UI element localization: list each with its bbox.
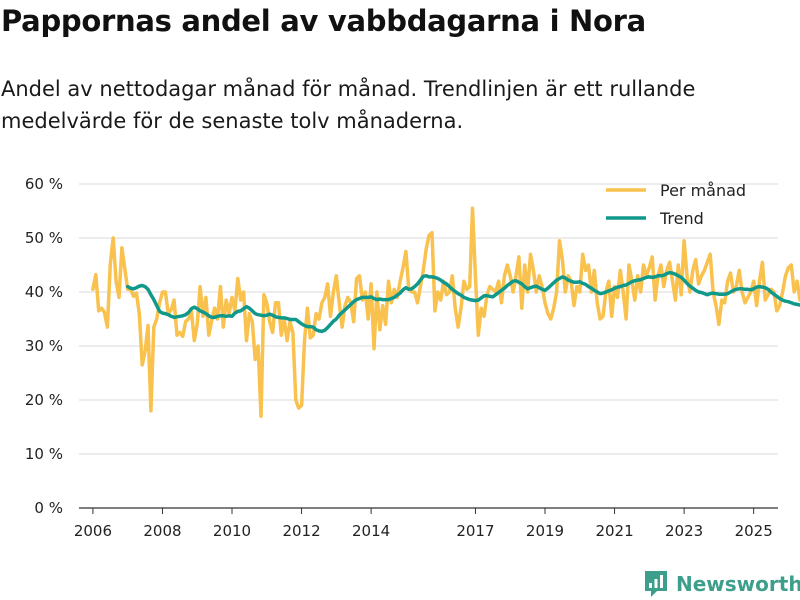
x-tick-label: 2017 (456, 522, 494, 540)
y-tick-label: 10 % (25, 445, 63, 463)
brand-logo: Newsworthy (644, 568, 800, 600)
y-tick-label: 40 % (25, 283, 63, 301)
y-tick-label: 20 % (25, 391, 63, 409)
newsworthy-logo-icon (645, 571, 667, 597)
x-axis-ticks: 2006 2008 2010 2012 2014 2017 2019 2021 2023 2025 (74, 508, 773, 540)
brand-name: Newsworthy (676, 572, 800, 596)
series-group (91, 206, 800, 418)
series-line-trend (125, 270, 800, 334)
x-tick-label: 2021 (595, 522, 633, 540)
y-tick-label: 60 % (25, 175, 63, 193)
x-tick-label: 2023 (665, 522, 703, 540)
y-tick-label: 0 % (34, 499, 63, 517)
x-tick-label: 2014 (352, 522, 390, 540)
x-tick-label: 2010 (213, 522, 251, 540)
x-tick-label: 2012 (282, 522, 320, 540)
y-tick-label: 30 % (25, 337, 63, 355)
y-tick-label: 50 % (25, 229, 63, 247)
chart-title: Pappornas andel av vabbdagarna i Nora (1, 4, 646, 38)
x-tick-label: 2008 (143, 522, 181, 540)
legend-label: Per månad (660, 181, 746, 200)
legend: Per månad Trend (606, 181, 746, 228)
x-tick-label: 2006 (74, 522, 112, 540)
legend-label: Trend (659, 209, 704, 228)
chart-subtitle: Andel av nettodagar månad för månad. Tre… (1, 77, 696, 133)
series-line-per-m-nad (91, 206, 800, 418)
x-tick-label: 2019 (526, 522, 564, 540)
y-axis-ticks: 0 % 10 % 20 % 30 % 40 % 50 % 60 % (25, 175, 63, 517)
grid-lines (79, 183, 778, 509)
x-tick-label: 2025 (735, 522, 773, 540)
